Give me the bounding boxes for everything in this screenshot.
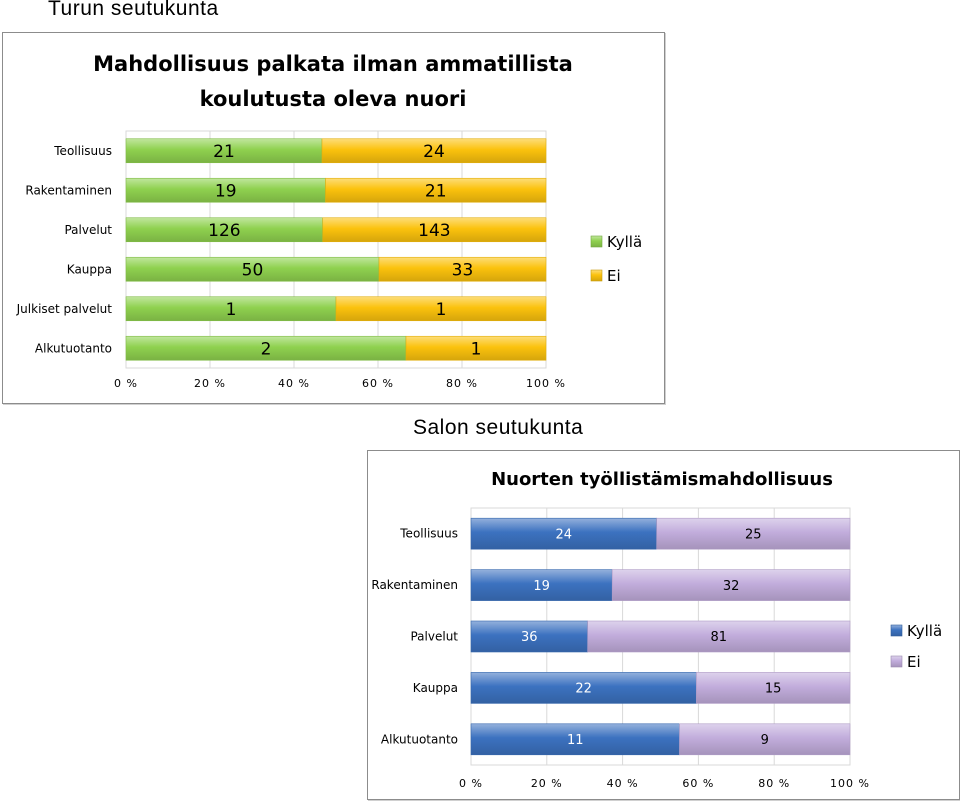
data-label: 19 xyxy=(533,579,550,594)
data-label: 19 xyxy=(215,181,237,201)
bar-ei xyxy=(656,517,851,550)
bar-kyllä xyxy=(470,620,588,653)
category-label: Julkiset palvelut xyxy=(16,302,113,316)
data-label: 32 xyxy=(723,579,740,594)
chart-salo: Nuorten työllistämismahdollisuus 0 % 20 % 4… xyxy=(367,450,960,800)
bar-kyllä xyxy=(470,569,613,601)
data-label: 1 xyxy=(436,300,447,320)
x-tick-label: 40 % xyxy=(607,777,639,790)
chart-title-line-1: Nuorten työllistämismahdollisuus xyxy=(491,469,833,490)
category-label: Alkutuotanto xyxy=(35,341,112,355)
data-label: 50 xyxy=(242,260,264,280)
category-label: Alkutuotanto xyxy=(381,732,458,746)
data-label: 9 xyxy=(761,733,769,748)
category-label: Palvelut xyxy=(410,630,458,644)
category-label: Rakentaminen xyxy=(371,578,458,592)
bar-ei xyxy=(587,620,851,653)
legend-swatch-ei xyxy=(590,269,603,282)
bar-ei xyxy=(378,256,547,282)
legend-swatch-kyllä xyxy=(590,235,603,248)
data-label: 143 xyxy=(418,221,450,241)
legend-label-ei: Ei xyxy=(907,653,921,671)
category-label: Rakentaminen xyxy=(25,183,112,197)
data-label: 2 xyxy=(261,339,272,359)
chart-salo-svg: Nuorten työllistämismahdollisuus 0 % 20 % 4… xyxy=(371,469,942,790)
chart-turku-svg: Mahdollisuus palkata ilman ammatillista k… xyxy=(16,52,643,390)
x-tick-label: 80 % xyxy=(758,777,790,790)
x-tick-label: 0 % xyxy=(459,777,483,790)
data-label: 21 xyxy=(213,142,235,162)
data-label: 21 xyxy=(425,181,447,201)
legend-swatch-ei xyxy=(890,655,903,668)
salo-region-label: Salon seutukunta xyxy=(413,416,584,439)
category-label: Teollisuus xyxy=(53,144,112,158)
chart-title-line-1: Mahdollisuus palkata ilman ammatillista xyxy=(93,52,573,76)
turku-region-label: Turun seutukunta xyxy=(48,0,219,20)
x-tick-label: 0 % xyxy=(114,377,138,390)
data-label: 126 xyxy=(208,221,240,241)
bar-ei xyxy=(405,335,547,361)
bar-ei xyxy=(679,723,851,756)
x-tick-label: 100 % xyxy=(526,377,566,390)
category-label: Kauppa xyxy=(67,262,112,276)
data-label: 33 xyxy=(452,260,474,280)
data-label: 11 xyxy=(567,733,584,748)
bar-ei xyxy=(321,138,547,164)
x-tick-label: 40 % xyxy=(278,377,310,390)
x-tick-label: 60 % xyxy=(682,777,714,790)
data-label: 36 xyxy=(521,630,538,645)
x-tick-label: 80 % xyxy=(446,377,478,390)
category-label: Teollisuus xyxy=(399,527,458,541)
data-label: 81 xyxy=(711,630,728,645)
x-tick-label: 20 % xyxy=(194,377,226,390)
legend-label-kyllä: Kyllä xyxy=(907,622,942,640)
data-label: 24 xyxy=(423,142,445,162)
legend-swatch-kyllä xyxy=(890,624,903,637)
bar-kyllä xyxy=(125,335,407,361)
data-label: 1 xyxy=(226,300,237,320)
data-label: 15 xyxy=(765,682,782,697)
bar-kyllä xyxy=(125,296,337,322)
bar-ei xyxy=(611,569,851,601)
bar-kyllä xyxy=(125,256,380,282)
chart-turku: Mahdollisuus palkata ilman ammatillista k… xyxy=(2,32,665,404)
bar-kyllä xyxy=(125,138,323,164)
legend-label-ei: Ei xyxy=(607,267,621,285)
data-label: 25 xyxy=(745,527,762,542)
category-label: Kauppa xyxy=(413,681,458,695)
x-tick-label: 60 % xyxy=(362,377,394,390)
x-tick-label: 100 % xyxy=(830,777,870,790)
x-tick-label: 20 % xyxy=(531,777,563,790)
bar-ei xyxy=(696,672,851,704)
bar-kyllä xyxy=(470,517,657,550)
bar-ei xyxy=(335,296,547,322)
plot-area xyxy=(125,130,547,369)
data-label: 1 xyxy=(471,339,482,359)
bar-ei xyxy=(322,217,547,243)
category-label: Palvelut xyxy=(64,223,112,237)
legend-label-kyllä: Kyllä xyxy=(607,233,642,251)
bar-ei xyxy=(325,177,547,203)
bar-kyllä xyxy=(470,723,680,756)
data-label: 24 xyxy=(556,527,573,542)
chart-title-line-2: koulutusta oleva nuori xyxy=(200,87,467,111)
data-label: 22 xyxy=(575,682,592,697)
bar-kyllä xyxy=(125,217,324,243)
